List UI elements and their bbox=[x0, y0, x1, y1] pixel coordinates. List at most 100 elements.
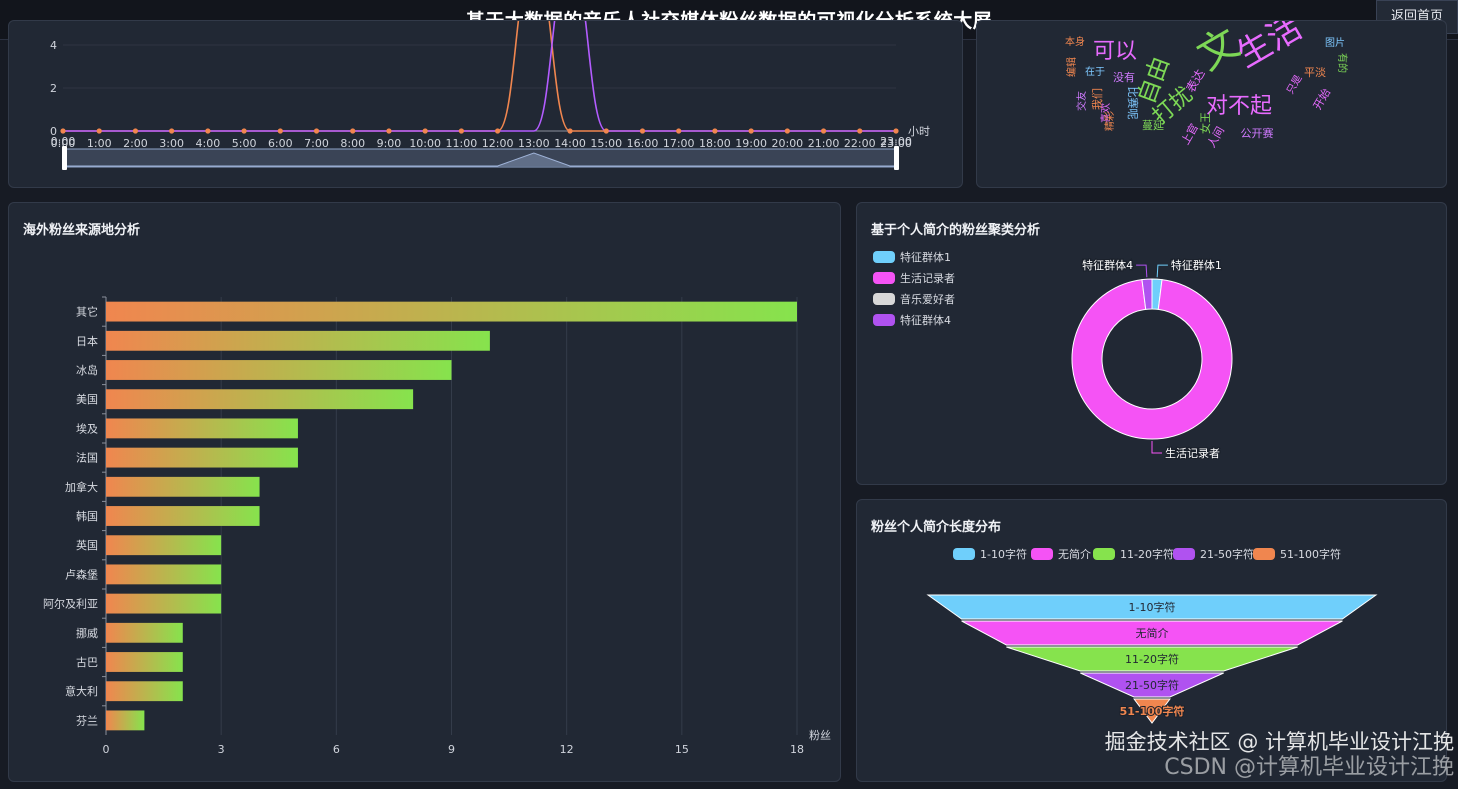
data-point bbox=[784, 128, 790, 134]
x-tick-label: 5:00 bbox=[232, 137, 257, 150]
data-point bbox=[458, 128, 464, 134]
legend-swatch bbox=[873, 272, 895, 284]
x-tick-label: 15:00 bbox=[590, 137, 622, 150]
x-tick-label: 10:00 bbox=[409, 137, 441, 150]
data-point bbox=[712, 128, 718, 134]
legend-label: 51-100字符 bbox=[1280, 548, 1341, 561]
x-tick-label: 4:00 bbox=[196, 137, 221, 150]
x-tick-label: 19:00 bbox=[735, 137, 767, 150]
bar bbox=[106, 330, 490, 351]
cluster-legend-item[interactable]: 音乐爱好者 bbox=[873, 291, 955, 307]
wordcloud-word: 平淡 bbox=[1304, 66, 1326, 79]
wordcloud-panel: 可以 自由 打扰 对不起 生活 没有 在于 平淡 开始 公开赛 蔓延 女王 人间 比赛呢 我们 交友 上官 只是有… bbox=[976, 20, 1447, 188]
wordcloud-word: 喜欢 bbox=[1099, 103, 1112, 123]
y-category-label: 卢森堡 bbox=[65, 567, 98, 581]
wordcloud-word: 女王 bbox=[1198, 112, 1212, 134]
wordcloud-word: 交友 bbox=[1075, 91, 1088, 111]
data-point bbox=[205, 128, 211, 134]
y-category-label: 古巴 bbox=[76, 656, 98, 669]
x-tick-label: 1:00 bbox=[87, 137, 112, 150]
watermark-line-2: CSDN @计算机毕业设计江挽 bbox=[1164, 755, 1454, 780]
x-tick-label: 15 bbox=[675, 743, 689, 756]
x-tick-label: 16:00 bbox=[627, 137, 659, 150]
x-tick-label: 18 bbox=[790, 743, 804, 756]
y-category-label: 挪威 bbox=[76, 626, 98, 640]
slice-label: 特征群体1 bbox=[1171, 258, 1222, 272]
overseas-panel-title: 海外粉丝来源地分析 bbox=[23, 223, 141, 238]
legend-swatch bbox=[873, 314, 895, 326]
bar bbox=[106, 710, 145, 731]
data-point bbox=[857, 128, 863, 134]
overseas-bar-chart: 0 3 6 9 12 15 18 粉丝 其它日本冰岛美国埃及法国加拿大韩国英国卢森堡阿尔及利亚挪… bbox=[43, 296, 831, 756]
x-tick-label: 23:00 bbox=[880, 137, 912, 150]
funnel-stage bbox=[926, 594, 1378, 620]
legend-swatch bbox=[1253, 548, 1275, 560]
x-tick-label: 17:00 bbox=[663, 137, 695, 150]
y-category-label: 日本 bbox=[76, 334, 98, 348]
funnel-stage-label: 无简介 bbox=[1136, 626, 1169, 640]
funnel-legend-item[interactable]: 11-20字符 bbox=[1093, 546, 1174, 562]
y-category-label: 其它 bbox=[76, 305, 98, 319]
wordcloud-word: 表达 bbox=[1183, 67, 1207, 95]
watermark-line-1: 掘金技术社区 @ 计算机毕业设计江挽 bbox=[1104, 730, 1454, 754]
data-point bbox=[60, 128, 66, 134]
legend-swatch bbox=[953, 548, 975, 560]
bar bbox=[106, 301, 797, 322]
data-point bbox=[422, 128, 428, 134]
bar bbox=[106, 622, 183, 643]
wordcloud-word: 我们 bbox=[1090, 88, 1104, 110]
wordcloud-word: 在于 bbox=[1085, 66, 1105, 78]
bar bbox=[106, 652, 183, 672]
series-line-2 bbox=[63, 21, 896, 132]
funnel-legend-item[interactable]: 51-100字符 bbox=[1253, 546, 1341, 562]
data-point bbox=[748, 128, 754, 134]
x-tick-label: 7:00 bbox=[304, 137, 329, 150]
wordcloud-word: 本身 bbox=[1065, 35, 1085, 48]
x-axis-label: 小时 bbox=[908, 125, 930, 138]
x-tick-label: 9 bbox=[448, 743, 455, 756]
funnel-legend-item[interactable]: 1-10字符 bbox=[953, 546, 1027, 562]
data-point bbox=[893, 128, 899, 134]
cluster-legend-item[interactable]: 特征群体4 bbox=[873, 312, 951, 328]
legend-label: 特征群体4 bbox=[900, 314, 951, 327]
funnel-legend-item[interactable]: 无简介 bbox=[1031, 546, 1091, 562]
wordcloud-word: 公开赛 bbox=[1241, 126, 1274, 140]
legend-swatch bbox=[1173, 548, 1195, 560]
donut-slice bbox=[1141, 278, 1153, 310]
x-tick-label: 14:00 bbox=[554, 137, 586, 150]
zoom-handle-right bbox=[894, 146, 899, 170]
x-tick-label: 0 bbox=[103, 743, 110, 756]
funnel-legend-item[interactable]: 21-50字符 bbox=[1173, 546, 1254, 562]
wordcloud-word: 图片 bbox=[1325, 36, 1345, 49]
data-point bbox=[169, 128, 175, 134]
y-category-label: 韩国 bbox=[76, 509, 98, 523]
x-tick-label: 12 bbox=[560, 743, 574, 756]
x-tick-label: 22:00 bbox=[844, 137, 876, 150]
wordcloud-word: 对不起 bbox=[1206, 94, 1272, 119]
legend-label: 11-20字符 bbox=[1120, 548, 1174, 561]
slice-label-line bbox=[1136, 264, 1148, 278]
x-axis-label: 粉丝 bbox=[809, 729, 831, 742]
data-point bbox=[277, 128, 283, 134]
data-point bbox=[386, 128, 392, 134]
x-tick-label: 0:00 bbox=[51, 137, 76, 150]
y-tick-label: 4 bbox=[50, 39, 57, 52]
x-tick-label: 13:00 bbox=[518, 137, 550, 150]
cluster-legend-item[interactable]: 特征群体1 bbox=[873, 249, 951, 265]
zoom-end-label: 23:00 bbox=[880, 135, 912, 148]
wordcloud-word: 有的 bbox=[1336, 53, 1349, 73]
funnel-stage bbox=[961, 620, 1343, 646]
legend-swatch bbox=[1093, 548, 1115, 560]
zoom-start-label: 0:00 bbox=[51, 135, 76, 148]
legend-swatch bbox=[873, 293, 895, 305]
funnel-panel-title: 粉丝个人简介长度分布 bbox=[871, 520, 1002, 535]
wordcloud-word: 只是 bbox=[1284, 73, 1304, 96]
y-category-label: 冰岛 bbox=[76, 363, 98, 377]
donut-slice bbox=[1071, 279, 1233, 440]
y-category-label: 法国 bbox=[76, 451, 98, 465]
cluster-legend-item[interactable]: 生活记录者 bbox=[873, 270, 955, 286]
data-point bbox=[820, 128, 827, 134]
zoom-slider-track bbox=[64, 148, 897, 168]
cluster-donut-chart: 特征群体1 生活记录者 特征群体4 bbox=[1071, 257, 1233, 461]
wordcloud-word: 上官 bbox=[1178, 121, 1201, 147]
